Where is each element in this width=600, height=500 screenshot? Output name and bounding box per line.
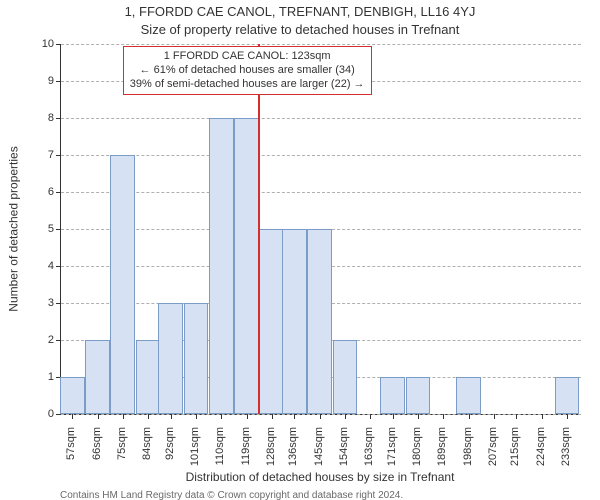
x-tick-label: 136sqm <box>287 427 299 477</box>
chart-title-main: 1, FFORDD CAE CANOL, TREFNANT, DENBIGH, … <box>0 4 600 19</box>
y-tick-mark <box>56 340 61 341</box>
gridline <box>61 414 581 415</box>
annotation-line1: 1 FFORDD CAE CANOL: 123sqm <box>130 50 365 64</box>
gridline <box>61 155 581 156</box>
x-tick-label: 180sqm <box>411 427 423 477</box>
chart-container: 1, FFORDD CAE CANOL, TREFNANT, DENBIGH, … <box>0 0 600 500</box>
histogram-bar <box>60 377 85 414</box>
x-tick-mark <box>516 414 517 419</box>
x-tick-mark <box>294 414 295 419</box>
x-tick-label: 189sqm <box>436 427 448 477</box>
x-tick-label: 57sqm <box>65 427 77 477</box>
x-tick-label: 84sqm <box>141 427 153 477</box>
x-tick-label: 215sqm <box>509 427 521 477</box>
histogram-bar <box>136 340 161 414</box>
x-tick-label: 119sqm <box>240 427 252 477</box>
x-tick-mark <box>72 414 73 419</box>
y-axis-label-text: Number of detached properties <box>7 146 21 311</box>
histogram-bar <box>456 377 481 414</box>
x-tick-mark <box>272 414 273 419</box>
x-tick-mark <box>418 414 419 419</box>
y-tick-label: 8 <box>48 112 54 124</box>
y-tick-mark <box>56 303 61 304</box>
x-tick-mark <box>320 414 321 419</box>
y-tick-label: 5 <box>48 223 54 235</box>
histogram-bar <box>234 118 259 414</box>
x-tick-label: 66sqm <box>91 427 103 477</box>
y-tick-label: 10 <box>42 38 54 50</box>
y-tick-label: 7 <box>48 149 54 161</box>
y-tick-label: 9 <box>48 75 54 87</box>
y-tick-mark <box>56 155 61 156</box>
x-tick-label: 101sqm <box>189 427 201 477</box>
chart-footnote: Contains HM Land Registry data © Crown c… <box>60 490 580 500</box>
x-tick-mark <box>345 414 346 419</box>
x-tick-label: 198sqm <box>462 427 474 477</box>
histogram-bar <box>307 229 332 414</box>
y-tick-label: 2 <box>48 334 54 346</box>
x-tick-label: 110sqm <box>214 427 226 477</box>
x-tick-mark <box>567 414 568 419</box>
x-tick-mark <box>247 414 248 419</box>
chart-title-sub: Size of property relative to detached ho… <box>0 22 600 37</box>
y-tick-mark <box>56 229 61 230</box>
x-tick-mark <box>196 414 197 419</box>
footnote-line1: Contains HM Land Registry data © Crown c… <box>60 490 580 500</box>
histogram-bar <box>406 377 431 414</box>
y-tick-mark <box>56 414 61 415</box>
histogram-bar <box>158 303 183 414</box>
gridline <box>61 192 581 193</box>
annotation-box: 1 FFORDD CAE CANOL: 123sqm← 61% of detac… <box>123 46 372 95</box>
x-tick-mark <box>393 414 394 419</box>
y-tick-label: 4 <box>48 260 54 272</box>
x-tick-mark <box>370 414 371 419</box>
plot-area: 1 FFORDD CAE CANOL: 123sqm← 61% of detac… <box>60 44 581 415</box>
histogram-bar <box>555 377 580 414</box>
x-tick-mark <box>98 414 99 419</box>
y-tick-label: 1 <box>48 371 54 383</box>
y-tick-label: 3 <box>48 297 54 309</box>
annotation-line3: 39% of semi-detached houses are larger (… <box>130 78 365 92</box>
y-tick-label: 6 <box>48 186 54 198</box>
histogram-bar <box>259 229 284 414</box>
reference-line <box>258 44 260 414</box>
histogram-bar <box>333 340 358 414</box>
y-tick-mark <box>56 81 61 82</box>
gridline <box>61 118 581 119</box>
y-tick-mark <box>56 118 61 119</box>
x-tick-mark <box>443 414 444 419</box>
x-tick-mark <box>171 414 172 419</box>
x-tick-mark <box>148 414 149 419</box>
x-tick-label: 92sqm <box>164 427 176 477</box>
x-tick-mark <box>469 414 470 419</box>
x-tick-label: 145sqm <box>313 427 325 477</box>
x-tick-label: 224sqm <box>535 427 547 477</box>
annotation-line2: ← 61% of detached houses are smaller (34… <box>130 64 365 78</box>
y-axis-label: Number of detached properties <box>6 44 22 414</box>
x-tick-label: 233sqm <box>560 427 572 477</box>
y-tick-label: 0 <box>48 408 54 420</box>
x-tick-label: 75sqm <box>116 427 128 477</box>
histogram-bar <box>209 118 234 414</box>
y-tick-mark <box>56 266 61 267</box>
x-tick-mark <box>542 414 543 419</box>
histogram-bar <box>380 377 405 414</box>
histogram-bar <box>85 340 110 414</box>
x-tick-label: 163sqm <box>363 427 375 477</box>
gridline <box>61 44 581 45</box>
histogram-bar <box>184 303 209 414</box>
x-tick-label: 207sqm <box>487 427 499 477</box>
y-tick-mark <box>56 44 61 45</box>
histogram-bar <box>110 155 135 414</box>
x-tick-mark <box>123 414 124 419</box>
x-tick-label: 171sqm <box>386 427 398 477</box>
x-tick-mark <box>494 414 495 419</box>
y-tick-mark <box>56 192 61 193</box>
x-tick-mark <box>221 414 222 419</box>
x-tick-label: 128sqm <box>265 427 277 477</box>
x-tick-label: 154sqm <box>338 427 350 477</box>
histogram-bar <box>282 229 307 414</box>
